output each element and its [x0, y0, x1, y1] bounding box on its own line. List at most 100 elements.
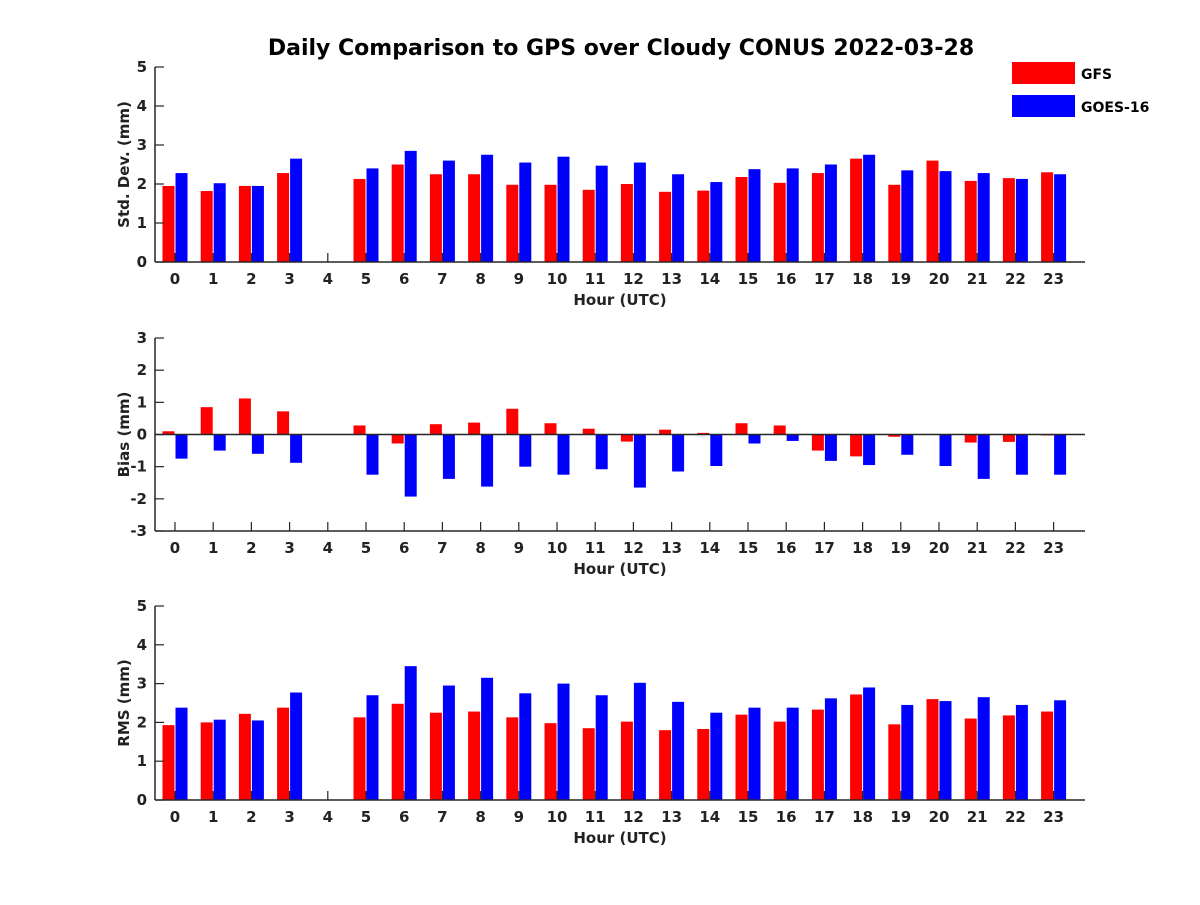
- y-tick-label: -3: [130, 522, 147, 540]
- x-tick-label: 3: [284, 808, 294, 826]
- x-tick-label: 14: [699, 539, 720, 557]
- x-tick-label: 5: [361, 808, 371, 826]
- bar-gfs-hour-23: [1041, 172, 1054, 262]
- bar-goes-16-hour-12: [633, 162, 646, 262]
- x-tick-label: 6: [399, 808, 409, 826]
- bar-goes-16-hour-10: [557, 434, 570, 475]
- x-tick-label: 23: [1043, 808, 1064, 826]
- x-tick-label: 21: [967, 808, 988, 826]
- bar-gfs-hour-13: [659, 429, 672, 435]
- x-tick-label: 22: [1005, 808, 1026, 826]
- bar-goes-16-hour-10: [557, 156, 570, 262]
- x-tick-label: 23: [1043, 539, 1064, 557]
- x-tick-label: 11: [585, 808, 606, 826]
- x-tick-label: 18: [852, 270, 873, 288]
- bar-gfs-hour-12: [620, 434, 633, 442]
- x-axis-label: Hour (UTC): [573, 829, 666, 847]
- x-tick-label: 1: [208, 270, 218, 288]
- x-tick-label: 18: [852, 808, 873, 826]
- bar-gfs-hour-11: [582, 728, 595, 800]
- bar-goes-16-hour-11: [595, 695, 608, 800]
- y-tick-label: 5: [137, 597, 147, 615]
- x-tick-label: 16: [776, 270, 797, 288]
- bar-gfs-hour-2: [238, 398, 251, 435]
- bar-goes-16-hour-19: [901, 704, 914, 800]
- bar-goes-16-hour-23: [1054, 174, 1067, 262]
- y-tick-label: 0: [137, 426, 147, 444]
- bar-goes-16-hour-18: [863, 434, 876, 466]
- bar-goes-16-hour-21: [977, 434, 990, 479]
- bar-goes-16-hour-13: [672, 434, 685, 472]
- x-tick-label: 22: [1005, 270, 1026, 288]
- y-tick-label: 3: [137, 329, 147, 347]
- x-tick-label: 7: [437, 539, 447, 557]
- bar-gfs-hour-6: [391, 434, 404, 444]
- bar-gfs-hour-3: [277, 707, 290, 800]
- x-tick-label: 9: [514, 808, 524, 826]
- bar-gfs-hour-10: [544, 423, 557, 435]
- x-tick-label: 18: [852, 539, 873, 557]
- bar-gfs-hour-21: [964, 718, 977, 800]
- bar-goes-16-hour-5: [366, 434, 379, 475]
- bar-gfs-hour-6: [391, 703, 404, 800]
- x-tick-label: 1: [208, 808, 218, 826]
- bar-goes-16-hour-20: [939, 171, 952, 262]
- bars: [162, 398, 1067, 497]
- bar-goes-16-hour-2: [251, 720, 264, 800]
- legend: GFS GOES-16: [1012, 62, 1149, 117]
- x-tick-label: 12: [623, 539, 644, 557]
- bar-goes-16-hour-17: [824, 164, 837, 262]
- legend-swatch-goes-16: [1012, 95, 1075, 117]
- x-tick-label: 13: [661, 270, 682, 288]
- bar-gfs-hour-8: [468, 711, 481, 800]
- bar-gfs-hour-5: [353, 717, 366, 800]
- x-tick-label: 4: [323, 539, 333, 557]
- bar-goes-16-hour-21: [977, 173, 990, 262]
- bar-goes-16-hour-13: [672, 701, 685, 800]
- bar-gfs-hour-19: [888, 434, 901, 437]
- x-tick-label: 23: [1043, 270, 1064, 288]
- bar-goes-16-hour-3: [290, 692, 303, 800]
- bar-gfs-hour-22: [1002, 434, 1015, 442]
- x-tick-label: 22: [1005, 539, 1026, 557]
- bar-gfs-hour-15: [735, 176, 748, 262]
- bar-goes-16-hour-12: [633, 682, 646, 800]
- bar-gfs-hour-9: [506, 408, 519, 435]
- bar-gfs-hour-18: [850, 158, 863, 262]
- bar-goes-16-hour-22: [1015, 178, 1028, 262]
- bar-gfs-hour-0: [162, 185, 175, 262]
- y-tick-label: 3: [137, 136, 147, 154]
- bar-goes-16-hour-22: [1015, 704, 1028, 800]
- x-tick-label: 6: [399, 539, 409, 557]
- bar-goes-16-hour-2: [251, 185, 264, 262]
- bar-goes-16-hour-1: [213, 183, 226, 262]
- bar-gfs-hour-19: [888, 184, 901, 262]
- bar-gfs-hour-11: [582, 189, 595, 262]
- x-tick-label: 20: [929, 808, 950, 826]
- bar-goes-16-hour-22: [1015, 434, 1028, 475]
- x-tick-label: 15: [738, 808, 759, 826]
- bar-goes-16-hour-18: [863, 687, 876, 800]
- y-tick-label: 3: [137, 675, 147, 693]
- bar-goes-16-hour-6: [404, 150, 417, 262]
- y-tick-label: 0: [137, 791, 147, 809]
- bar-gfs-hour-18: [850, 434, 863, 457]
- bar-gfs-hour-18: [850, 694, 863, 800]
- x-tick-label: 20: [929, 270, 950, 288]
- bar-goes-16-hour-23: [1054, 434, 1067, 475]
- x-tick-label: 10: [547, 539, 568, 557]
- x-tick-label: 21: [967, 270, 988, 288]
- bar-goes-16-hour-14: [710, 434, 723, 467]
- x-tick-label: 0: [170, 270, 180, 288]
- x-tick-label: 17: [814, 539, 835, 557]
- x-tick-label: 8: [475, 270, 485, 288]
- bar-gfs-hour-6: [391, 164, 404, 262]
- bar-goes-16-hour-7: [442, 685, 455, 800]
- bars: [162, 666, 1067, 800]
- bar-gfs-hour-9: [506, 717, 519, 800]
- bar-goes-16-hour-0: [175, 707, 188, 800]
- bar-gfs-hour-5: [353, 178, 366, 262]
- legend-label-gfs: GFS: [1081, 67, 1112, 83]
- y-tick-label: 0: [137, 253, 147, 271]
